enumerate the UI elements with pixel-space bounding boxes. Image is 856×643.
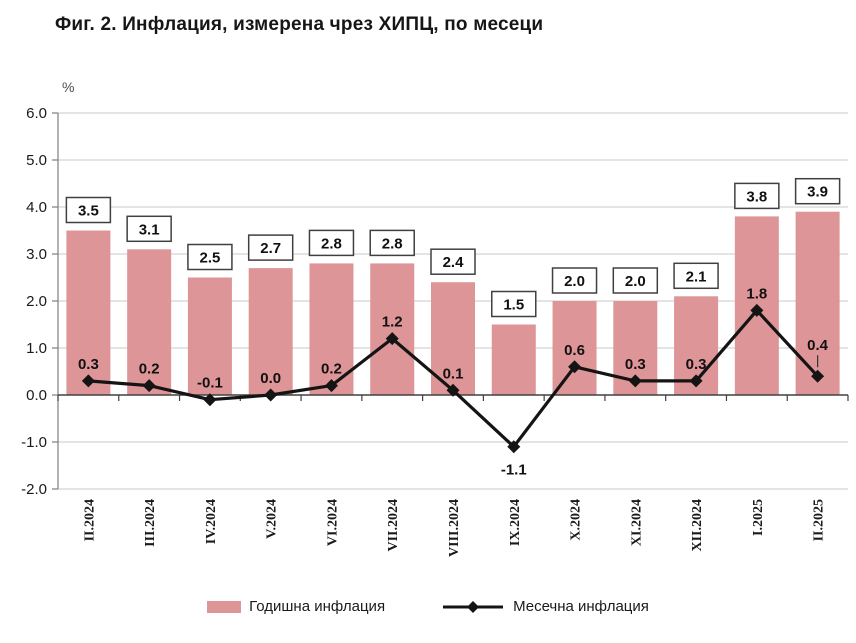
- bar-label: 2.8: [382, 235, 403, 252]
- bar-label: 2.7: [260, 240, 281, 257]
- bar-label-box: [369, 229, 415, 257]
- x-tick-label: VIII.2024: [447, 499, 462, 557]
- legend-item-annual-inflation: Годишна инфлация: [207, 598, 385, 615]
- bar-label-box: [187, 243, 233, 271]
- bar-V.2024: [248, 268, 293, 395]
- bar-label: 1.5: [503, 297, 524, 314]
- bar-II.2024: [66, 230, 111, 395]
- bar-label-box: [126, 215, 172, 243]
- x-tick-label: I.2025: [751, 499, 766, 536]
- x-tick-label: II.2025: [812, 499, 827, 541]
- line-label: 1.2: [382, 314, 403, 331]
- bar-X.2024: [552, 301, 597, 395]
- bar-IV.2024: [187, 277, 232, 395]
- bar-label: 2.1: [686, 268, 707, 285]
- inflation-chart: -2.0 -1.0 0.0 1.0 2.0 3.0 4.0 5.0 6.0% 3.5 3.1 2.5 2…: [21, 79, 849, 557]
- y-tick-label: 5.0: [26, 152, 47, 169]
- line-label: 0.1: [443, 365, 464, 382]
- chart-title: Фиг. 2. Инфлация, измерена чрез ХИПЦ, по…: [55, 14, 544, 35]
- legend-line-swatch-icon: [441, 600, 505, 614]
- x-tick-label: III.2024: [143, 499, 158, 547]
- x-tick-label: XII.2024: [690, 499, 705, 552]
- bar-label: 3.8: [746, 188, 767, 205]
- y-tick-label: -2.0: [21, 481, 47, 498]
- x-tick-label: II.2024: [82, 499, 97, 541]
- y-tick-label: 2.0: [26, 293, 47, 310]
- line-label: 0.2: [321, 361, 342, 378]
- line-marker-diamond: [628, 374, 642, 388]
- line-marker-diamond: [446, 383, 460, 397]
- y-tick-label: 1.0: [26, 340, 47, 357]
- bar-label-box: [794, 177, 841, 205]
- bar-III.2024: [127, 249, 172, 395]
- bar-VII.2024: [370, 263, 415, 395]
- y-tick-label: -1.0: [21, 434, 47, 451]
- bar-label: 3.5: [78, 203, 99, 220]
- legend-item-monthly-inflation: Месечна инфлация: [441, 598, 649, 615]
- bar-label-box: [673, 262, 719, 290]
- bar-label-box: [430, 248, 476, 275]
- legend-label-annual: Годишна инфлация: [249, 598, 386, 615]
- bar-label: 3.9: [807, 184, 828, 201]
- bar-label: 2.5: [199, 250, 220, 267]
- line-marker-diamond: [324, 379, 338, 393]
- x-tick-label: VI.2024: [325, 499, 340, 546]
- bar-label-box: [734, 182, 780, 210]
- y-tick-label: 6.0: [26, 105, 47, 122]
- line-marker-diamond: [142, 379, 156, 393]
- bar-label: 2.0: [564, 273, 585, 290]
- line-marker-diamond: [203, 393, 217, 407]
- line-label: 0.3: [78, 356, 99, 373]
- bar-label: 2.8: [321, 235, 342, 252]
- chart-legend: Годишна инфлация Месечна инфлация: [0, 598, 856, 615]
- bar-label: 3.1: [139, 221, 160, 238]
- bar-label-box: [65, 196, 112, 224]
- bar-label-box: [247, 234, 294, 261]
- line-label: 0.2: [139, 361, 160, 378]
- line-label: 1.8: [746, 285, 767, 302]
- legend-bar-swatch-icon: [207, 600, 242, 613]
- x-tick-label: IX.2024: [508, 499, 523, 546]
- line-label: -0.1: [197, 375, 223, 392]
- bar-II.2025: [795, 211, 840, 395]
- x-tick-label: VII.2024: [386, 499, 401, 552]
- line-marker-diamond: [385, 332, 399, 346]
- bar-label: 2.4: [443, 254, 465, 271]
- line-label: 0.0: [260, 370, 281, 387]
- bar-IX.2024: [491, 324, 536, 395]
- x-tick-label: XI.2024: [629, 499, 644, 546]
- line-marker-diamond: [81, 374, 95, 388]
- bar-label-box: [612, 267, 659, 294]
- y-tick-label: 0.0: [26, 387, 47, 404]
- line-label: 0.4: [807, 337, 829, 354]
- line-label: 0.3: [625, 356, 646, 373]
- x-tick-label: IV.2024: [204, 499, 219, 544]
- line-marker-diamond: [811, 369, 825, 383]
- line-marker-diamond: [568, 360, 582, 374]
- bar-label-box: [308, 229, 355, 257]
- y-tick-label: 4.0: [26, 199, 47, 216]
- y-axis-unit-label: %: [62, 79, 74, 95]
- line-label: -1.1: [501, 462, 527, 479]
- line-marker-diamond: [264, 388, 278, 402]
- bar-label-box: [491, 290, 537, 318]
- line-label: 0.6: [564, 342, 585, 359]
- x-tick-label: V.2024: [265, 499, 280, 539]
- y-tick-label: 3.0: [26, 246, 47, 263]
- bar-label: 2.0: [625, 273, 646, 290]
- legend-label-monthly: Месечна инфлация: [513, 598, 649, 615]
- x-tick-label: X.2024: [569, 499, 584, 541]
- line-marker-diamond: [750, 303, 764, 317]
- line-label: 0.3: [686, 356, 707, 373]
- bar-label-box: [551, 267, 598, 294]
- line-marker-diamond: [507, 440, 521, 454]
- line-marker-diamond: [689, 374, 703, 388]
